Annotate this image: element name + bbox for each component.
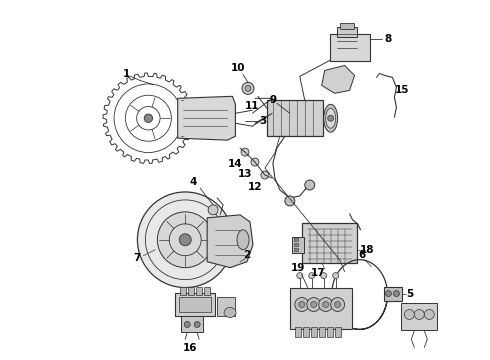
Text: 11: 11: [245, 101, 259, 111]
Bar: [401, 302, 437, 330]
Text: 6: 6: [358, 250, 365, 260]
Circle shape: [299, 302, 305, 307]
Bar: [180, 287, 186, 294]
Circle shape: [144, 114, 152, 122]
Circle shape: [323, 302, 329, 307]
Text: 8: 8: [385, 33, 392, 44]
Text: 19: 19: [291, 263, 305, 273]
Bar: [290, 288, 352, 329]
Text: 16: 16: [183, 343, 197, 354]
Bar: [337, 27, 357, 37]
Text: 12: 12: [248, 182, 262, 192]
Circle shape: [184, 321, 190, 328]
Text: 10: 10: [231, 63, 245, 73]
Bar: [196, 287, 202, 294]
Text: 1: 1: [123, 69, 130, 79]
Circle shape: [335, 302, 341, 307]
Circle shape: [261, 171, 269, 179]
Bar: [340, 23, 354, 28]
Circle shape: [137, 192, 233, 288]
Bar: [295, 328, 301, 337]
Ellipse shape: [224, 307, 236, 318]
Circle shape: [241, 148, 249, 156]
Ellipse shape: [324, 104, 338, 132]
Bar: [327, 328, 333, 337]
Circle shape: [208, 205, 218, 215]
Bar: [175, 293, 215, 316]
Circle shape: [295, 298, 309, 311]
Bar: [217, 297, 235, 316]
Circle shape: [311, 302, 317, 307]
Circle shape: [194, 321, 200, 328]
Circle shape: [251, 158, 259, 166]
Bar: [302, 223, 357, 263]
Bar: [311, 328, 317, 337]
Circle shape: [157, 212, 213, 268]
Bar: [267, 100, 323, 136]
Text: 7: 7: [134, 253, 141, 263]
Circle shape: [333, 273, 339, 279]
Circle shape: [415, 310, 424, 319]
Circle shape: [285, 196, 295, 206]
Bar: [330, 33, 369, 62]
Ellipse shape: [326, 108, 336, 128]
Text: 18: 18: [360, 245, 375, 255]
Bar: [204, 287, 210, 294]
Text: 2: 2: [244, 250, 250, 260]
Polygon shape: [178, 96, 235, 140]
Circle shape: [386, 291, 392, 297]
Circle shape: [321, 273, 327, 279]
Text: 14: 14: [228, 159, 243, 169]
Bar: [292, 237, 304, 253]
Bar: [294, 243, 298, 246]
Bar: [318, 328, 325, 337]
Bar: [188, 287, 194, 294]
Circle shape: [393, 291, 399, 297]
Polygon shape: [322, 66, 355, 93]
Bar: [294, 238, 298, 241]
Circle shape: [307, 298, 321, 311]
Ellipse shape: [237, 230, 249, 250]
Bar: [181, 316, 203, 332]
Bar: [294, 248, 298, 251]
Polygon shape: [207, 215, 253, 268]
Circle shape: [297, 273, 303, 279]
Circle shape: [309, 273, 315, 279]
Circle shape: [318, 298, 333, 311]
Circle shape: [179, 234, 191, 246]
Circle shape: [242, 82, 254, 94]
Text: 15: 15: [395, 85, 410, 95]
Bar: [335, 328, 341, 337]
Circle shape: [245, 85, 251, 91]
Bar: [179, 297, 211, 312]
Circle shape: [424, 310, 434, 319]
Circle shape: [328, 115, 334, 121]
Text: 9: 9: [270, 95, 276, 105]
Circle shape: [404, 310, 415, 319]
Circle shape: [331, 298, 344, 311]
Text: 13: 13: [238, 169, 252, 179]
Bar: [385, 287, 402, 301]
Bar: [303, 328, 309, 337]
Circle shape: [305, 180, 315, 190]
Text: 5: 5: [406, 289, 413, 298]
Text: 3: 3: [260, 116, 267, 126]
Text: 4: 4: [190, 177, 197, 187]
Text: 17: 17: [310, 267, 325, 278]
